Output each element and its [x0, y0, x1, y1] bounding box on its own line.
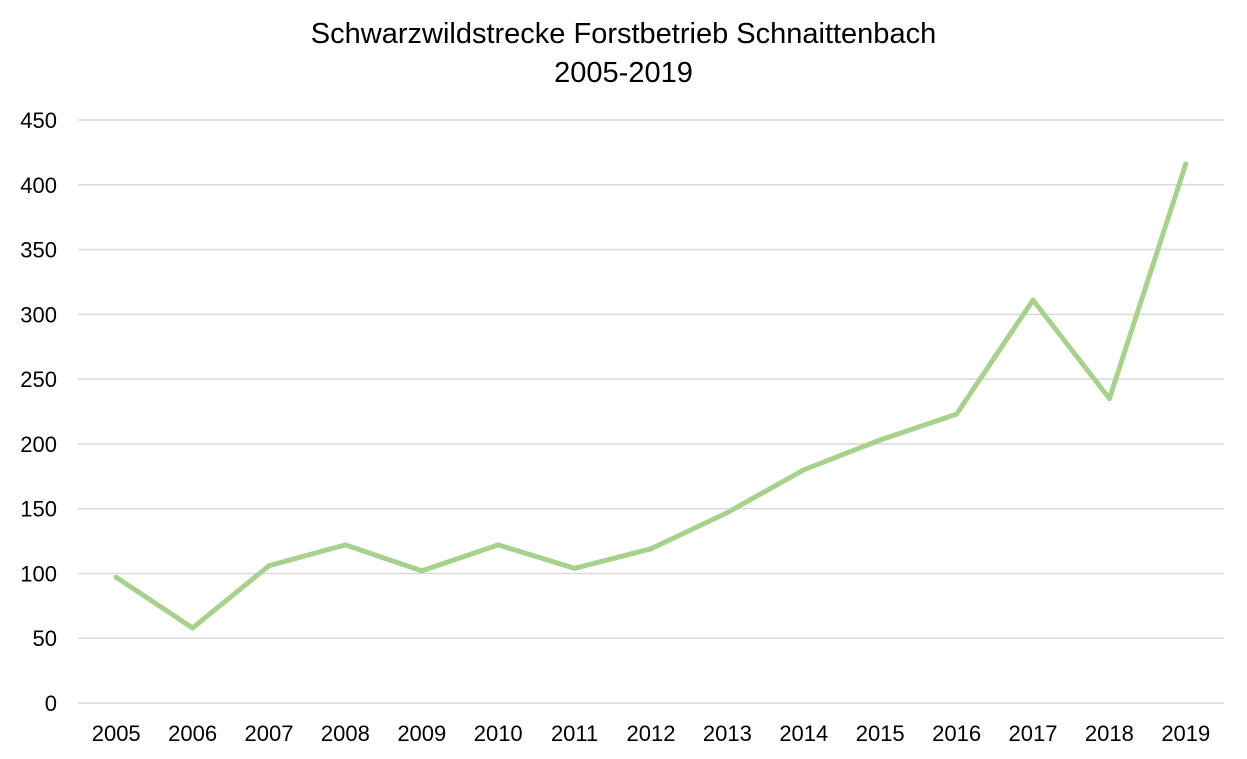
y-tick-label: 450: [20, 108, 57, 133]
x-tick-label: 2016: [932, 721, 981, 746]
y-tick-label: 100: [20, 561, 57, 586]
data-point-2011: [572, 565, 578, 571]
data-point-2019: [1183, 161, 1189, 167]
data-point-2010: [495, 542, 501, 548]
data-point-2014: [801, 467, 807, 473]
series-layer: [113, 161, 1189, 631]
x-tick-label: 2018: [1085, 721, 1134, 746]
y-tick-label: 250: [20, 367, 57, 392]
data-point-2015: [877, 437, 883, 443]
x-tick-label: 2014: [779, 721, 828, 746]
x-tick-label: 2015: [856, 721, 905, 746]
x-tick-label: 2007: [245, 721, 294, 746]
data-point-2008: [342, 542, 348, 548]
data-point-2018: [1106, 396, 1112, 402]
x-tick-label: 2006: [168, 721, 217, 746]
x-axis-tick-labels: 2005 2006 2007 2008 2009 2010 2011 2012 2013 2014…: [92, 721, 1211, 746]
data-point-2013: [724, 510, 730, 516]
x-tick-label: 2019: [1161, 721, 1210, 746]
x-tick-label: 2010: [474, 721, 523, 746]
data-point-2006: [190, 625, 196, 631]
gridlines: [78, 119, 1224, 704]
x-tick-label: 2011: [551, 721, 598, 746]
y-tick-label: 350: [20, 238, 57, 263]
series-line: [113, 161, 1189, 631]
x-tick-label: 2017: [1009, 721, 1058, 746]
data-point-2012: [648, 546, 654, 552]
y-tick-label: 400: [20, 173, 57, 198]
x-tick-label: 2012: [627, 721, 676, 746]
data-point-2009: [419, 568, 425, 574]
y-tick-label: 300: [20, 302, 57, 327]
x-tick-label: 2013: [703, 721, 752, 746]
chart-subtitle: 2005-2019: [554, 57, 693, 89]
data-point-2007: [266, 563, 272, 569]
chart-title: Schwarzwildstrecke Forstbetrieb Schnaitt…: [310, 18, 937, 50]
x-tick-label: 2008: [321, 721, 370, 746]
data-point-2017: [1030, 297, 1036, 303]
data-point-2016: [954, 411, 960, 417]
y-axis-tick-labels: 0 50 100 150 200 250 300 350 400 450: [20, 108, 57, 716]
y-tick-label: 0: [45, 691, 57, 716]
y-tick-label: 150: [20, 497, 57, 522]
x-tick-label: 2009: [397, 721, 446, 746]
y-tick-label: 50: [33, 626, 57, 651]
y-tick-label: 200: [20, 432, 57, 457]
data-point-2005: [113, 574, 119, 580]
x-tick-label: 2005: [92, 721, 141, 746]
